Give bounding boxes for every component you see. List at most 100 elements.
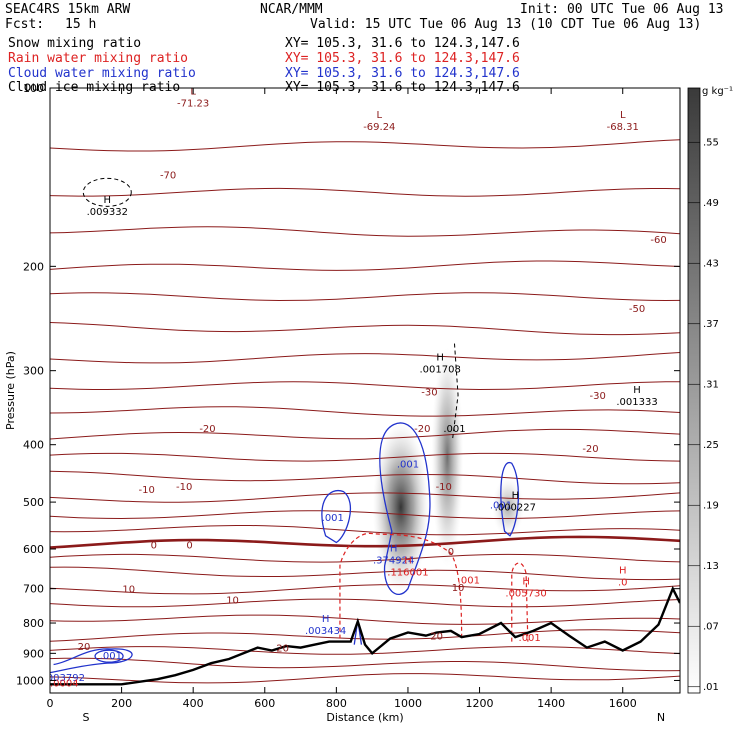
isotherm-label: -30 (589, 391, 605, 402)
extremum-value: .116001 (387, 568, 428, 579)
isotherm-label: -20 (199, 424, 215, 435)
x-tick-label: 200 (111, 697, 132, 710)
extremum-value: .003434 (305, 626, 346, 637)
contour-value-label: .001 (490, 501, 512, 512)
isotherm-line (50, 292, 680, 302)
isotherm-line (50, 629, 680, 642)
field-snow-xy: XY= 105.3, 31.6 to 124.3,147.6 (285, 36, 520, 51)
cloud-water-contour (50, 648, 133, 674)
extremum-marker: H (522, 577, 530, 588)
cloud-ice-contour (82, 177, 132, 207)
isotherm-line (50, 428, 680, 440)
extremum-marker: H (512, 491, 520, 502)
y-tick-label: 700 (23, 583, 44, 596)
extremum-value: .0004 (50, 678, 79, 689)
isotherm-label: -20 (582, 444, 598, 455)
extremum-value: .001708 (419, 364, 460, 375)
extremum-value: .001333 (616, 397, 657, 408)
isotherm-line (50, 260, 680, 271)
colorbar: .55 .49 .43 .37 .31 .25 .19 .13 .07 .01 g kg⁻¹ (687, 86, 733, 694)
field-rain: Rain water mixing ratio (8, 51, 189, 66)
extremum-value: -68.31 (607, 122, 639, 133)
isotherm-line (50, 452, 680, 462)
extremum-marker: L (377, 110, 383, 121)
isotherm-label: 0 (151, 541, 157, 552)
x-tick-label: 1200 (466, 697, 494, 710)
contour-value-label: .001 (443, 424, 465, 435)
extremum-marker: H (619, 565, 627, 576)
isotherm-label: 0 (448, 547, 454, 558)
isotherm-line (50, 646, 680, 655)
snow-shading-core (372, 422, 429, 593)
colorbar-scale (687, 87, 701, 694)
isotherm-label: 10 (122, 585, 135, 596)
extremum-value: -69.24 (363, 122, 395, 133)
isotherm-line (50, 525, 680, 536)
snow-shading-upper (431, 347, 464, 568)
colorbar-tick-label: .55 (703, 137, 719, 148)
colorbar-tick-label: .19 (703, 500, 719, 511)
y-tick-label: 200 (23, 260, 44, 273)
isotherm-label: -10 (436, 482, 452, 493)
contour-value-label: .001 (519, 633, 541, 644)
extremum-value: -71.23 (177, 99, 209, 110)
y-tick-label: 600 (23, 543, 44, 556)
isotherm-line (50, 406, 680, 417)
extremum-marker: H (633, 385, 641, 396)
x-end-label-north: N (657, 711, 665, 724)
colorbar-tick-label: .37 (703, 319, 719, 330)
colorbar-tick-label: .07 (703, 621, 719, 632)
isotherm-line (50, 673, 680, 684)
rain-water-contour (339, 532, 463, 639)
isotherm-line (50, 553, 680, 563)
isotherm-label: 0 (186, 541, 192, 552)
isotherm-label: -10 (176, 482, 192, 493)
isotherm-label: -20 (414, 424, 430, 435)
x-tick-label: 1000 (394, 697, 422, 710)
colorbar-tick-label: .43 (703, 258, 719, 269)
isotherm-line (50, 566, 680, 581)
isotherm-line (50, 381, 680, 391)
x-end-label-south: S (83, 711, 90, 724)
valid-time: Valid: 15 UTC Tue 06 Aug 13 (10 CDT Tue … (310, 17, 702, 32)
fcst-value: 15 h (65, 17, 97, 32)
x-tick-label: 600 (254, 697, 275, 710)
x-tick-label: 1600 (609, 697, 637, 710)
cloud-water-contour (94, 649, 124, 663)
y-tick-label: 900 (23, 647, 44, 660)
extremum-value: .000227 (495, 503, 536, 514)
colorbar-tick-label: .01 (703, 682, 719, 693)
x-axis-title: Distance (km) (326, 711, 403, 724)
x-tick-label: 400 (183, 697, 204, 710)
isotherm-label: -30 (421, 387, 437, 398)
extremum-marker: H (322, 614, 330, 625)
isotherm-line (50, 187, 680, 197)
y-tick-label: 400 (23, 439, 44, 452)
isotherm-line (50, 510, 680, 520)
isotherm-label: 10 (452, 583, 465, 594)
isotherm-line (50, 535, 680, 549)
rain-water-contour (511, 562, 529, 642)
terrain-surface-line (50, 585, 680, 686)
cloud-water-contour (500, 462, 520, 537)
extremum-value: .005730 (505, 589, 546, 600)
x-tick-label: 0 (47, 697, 54, 710)
colorbar-tick-label: .49 (703, 198, 719, 209)
extremum-value: .0 (618, 577, 628, 588)
field-rain-xy: XY= 105.3, 31.6 to 124.3,147.6 (285, 51, 520, 66)
y-tick-label: 100 (23, 82, 44, 95)
x-tick-label: 800 (326, 697, 347, 710)
isotherm-line (50, 657, 680, 672)
contour-value-label: .001 (458, 575, 480, 586)
plot-frame (49, 87, 681, 694)
y-axis-title: Pressure (hPa) (4, 351, 17, 430)
colorbar-tick-label: .31 (703, 379, 719, 390)
extremum-value: .003792 (44, 673, 85, 684)
contour-value-label: .001 (397, 459, 419, 470)
isotherm-label: -70 (160, 171, 176, 182)
field-cloud: Cloud water mixing ratio (8, 66, 196, 81)
field-cloud-xy: XY= 105.3, 31.6 to 124.3,147.6 (285, 66, 520, 81)
cloud-ice-contour (452, 343, 459, 439)
center-label: NCAR/MMM (260, 2, 323, 17)
